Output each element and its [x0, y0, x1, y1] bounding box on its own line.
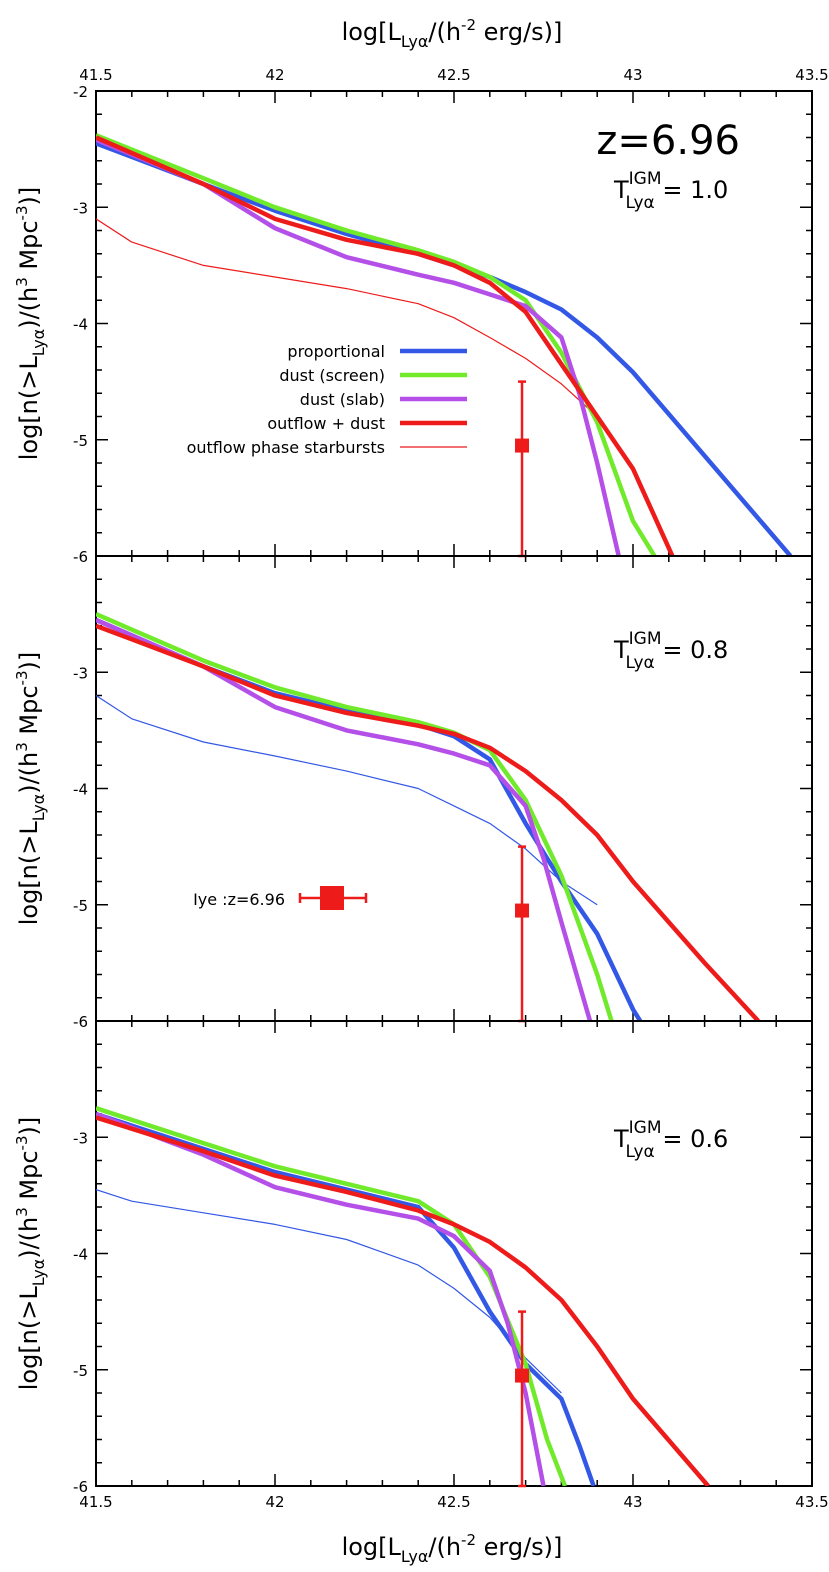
- redshift-label: z=6.96: [596, 118, 740, 164]
- bottom-x-tick-label: 43.5: [795, 1493, 828, 1511]
- inset-legend: Iye :z=6.96: [193, 886, 368, 910]
- series-line-dust-screen: [96, 1106, 568, 1486]
- panel-t-label: TIGM Lyα = 1.0: [613, 169, 728, 213]
- y-tick-label: -5: [73, 897, 88, 915]
- y-axis-title: log[n(>LLyα)/(h3 Mpc-3)]: [13, 187, 48, 461]
- y-tick-label: -5: [73, 1362, 88, 1380]
- series-line-proportional: [96, 617, 643, 1021]
- panel-1: -2 -3 -4 -5 -6 log[n(>LLyα)/(h3 Mpc-3)] TIGM Ly…: [13, 83, 813, 566]
- y-axis-title: log[n(>LLyα)/(h3 Mpc-3)]: [13, 1117, 48, 1391]
- top-x-axis-title: log[LLyα/(h-2 erg/s)]: [342, 16, 563, 51]
- y-tick-label: -3: [73, 199, 88, 217]
- y-tick-label: -4: [73, 1246, 88, 1264]
- y-tick-label: -4: [73, 781, 88, 799]
- panel-t-label: TIGM Lyα = 0.6: [613, 1118, 728, 1162]
- panel-frame: [95, 1020, 813, 1487]
- y-tick-label: -3: [73, 1129, 88, 1147]
- obs-marker: [515, 438, 530, 453]
- panels: -2 -3 -4 -5 -6 log[n(>LLyα)/(h3 Mpc-3)] TIGM Ly…: [13, 83, 813, 1496]
- y-axis-title: log[n(>LLyα)/(h3 Mpc-3)]: [13, 652, 48, 926]
- series-line-dust-slab: [96, 137, 621, 556]
- obs-marker: [515, 1368, 530, 1383]
- bottom-x-tick-label: 42.5: [437, 1493, 470, 1511]
- series-group: [96, 1106, 710, 1486]
- y-tick-label: -6: [73, 548, 88, 566]
- panel-frame: [95, 555, 813, 1022]
- series-line-outflow-dust: [96, 623, 760, 1021]
- legend-label: proportional: [287, 342, 385, 361]
- inset-legend-marker: [320, 886, 344, 910]
- top-x-tick-label: 43: [623, 66, 642, 84]
- panel-3: -3 -4 -5 -6 log[n(>LLyα)/(h3 Mpc-3)] TIGM Lyα …: [13, 1020, 813, 1496]
- series-group: [96, 133, 793, 556]
- series-line-outflow-dust: [96, 135, 675, 556]
- panel-2: -3 -4 -5 -6 log[n(>LLyα)/(h3 Mpc-3)] TIGM Lyα …: [13, 555, 813, 1031]
- legend-label: outflow phase starbursts: [187, 438, 385, 457]
- series-line-dust-slab: [96, 617, 593, 1021]
- bottom-x-tick-label: 42: [265, 1493, 284, 1511]
- y-tick-label: -6: [73, 1013, 88, 1031]
- obs-marker: [515, 903, 530, 918]
- series-line-outflow-phase-starbursts: [96, 694, 598, 906]
- legend-label: outflow + dust: [267, 414, 385, 433]
- series-line-proportional: [96, 1111, 596, 1486]
- legend: proportional dust (screen) dust (slab) outf…: [187, 342, 467, 457]
- top-x-tick-label: 43.5: [795, 66, 828, 84]
- panel-t-label: TIGM Lyα = 0.8: [613, 629, 728, 673]
- legend-label: dust (screen): [279, 366, 385, 385]
- top-x-tick-label: 41.5: [79, 66, 112, 84]
- series-line-dust-screen: [96, 133, 657, 556]
- bottom-x-tick-label: 41.5: [79, 1493, 112, 1511]
- top-x-tick-labels: 41.5 42 42.5 43 43.5: [79, 66, 828, 84]
- series-line-outflow-phase-starbursts: [96, 1189, 562, 1394]
- inset-legend-label: Iye :z=6.96: [193, 890, 285, 909]
- top-x-tick-label: 42.5: [437, 66, 470, 84]
- series-line-outflow-phase-starbursts: [96, 218, 598, 417]
- bottom-x-tick-labels: 41.5 42 42.5 43 43.5: [79, 1493, 828, 1511]
- y-tick-label: -3: [73, 664, 88, 682]
- y-tick-label: -6: [73, 1478, 88, 1496]
- series-group: [96, 612, 760, 1021]
- series-line-outflow-dust: [96, 1115, 710, 1486]
- y-tick-label: -4: [73, 316, 88, 334]
- legend-label: dust (slab): [300, 390, 385, 409]
- top-x-tick-label: 42: [265, 66, 284, 84]
- bottom-x-tick-label: 43: [623, 1493, 642, 1511]
- bottom-x-axis-title: log[LLyα/(h-2 erg/s)]: [342, 1531, 563, 1566]
- series-line-dust-slab: [96, 1111, 546, 1486]
- series-line-dust-screen: [96, 612, 614, 1021]
- y-tick-label: -5: [73, 432, 88, 450]
- y-tick-label: -2: [73, 83, 88, 101]
